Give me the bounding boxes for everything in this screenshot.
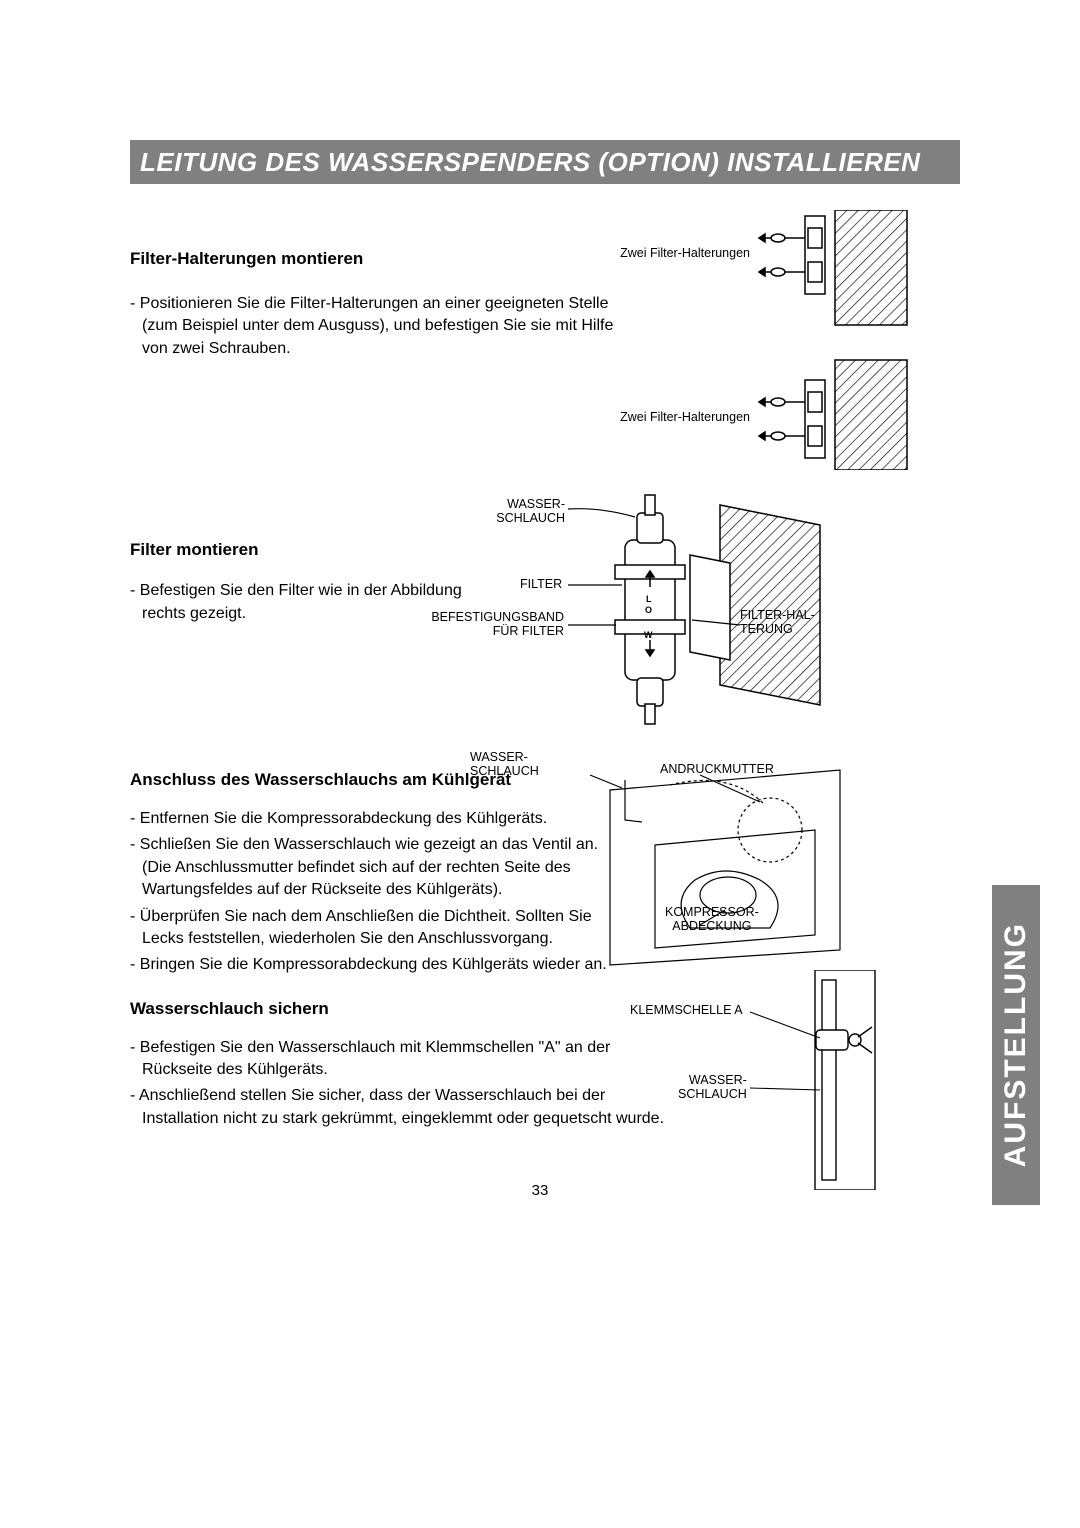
- fig2-l-band: BEFESTIGUNGSBAND FÜR FILTER: [414, 610, 564, 639]
- fig3-l-wasser: WASSER- SCHLAUCH: [470, 750, 539, 779]
- fig4-l-klemm: KLEMMSCHELLE A: [630, 1003, 743, 1017]
- side-tab-label: AUFSTELLUNG: [999, 922, 1033, 1167]
- fig2-l-wasser: WASSER- SCHLAUCH: [490, 497, 565, 526]
- svg-text:W: W: [644, 630, 653, 640]
- svg-text:L: L: [646, 594, 652, 604]
- figure-clamp: KLEMMSCHELLE A WASSER- SCHLAUCH: [620, 970, 920, 1190]
- fig2-l-filter: FILTER: [520, 577, 562, 591]
- sec4-p1: - Befestigen Sie den Wasserschlauch mit …: [130, 1037, 680, 1082]
- fig3-l-komp: KOMPRESSOR- ABDECKUNG: [665, 905, 759, 934]
- page-root: LEITUNG DES WASSERSPENDERS (OPTION) INST…: [0, 0, 1080, 1528]
- figure-halterungen: Zwei Filter-Halterungen Zwei Filter-Halt…: [530, 210, 930, 470]
- fig1-label-top: Zwei Filter-Halterungen: [620, 246, 750, 260]
- sec4-p2: - Anschließend stellen Sie sicher, dass …: [130, 1085, 680, 1130]
- fig2-l-halterung: FILTER-HAL- TERUNG: [740, 608, 815, 637]
- side-tab: AUFSTELLUNG: [992, 885, 1040, 1205]
- page-number: 33: [0, 1182, 1080, 1199]
- svg-text:O: O: [645, 605, 652, 615]
- fig1-label-bottom: Zwei Filter-Halterungen: [620, 410, 750, 424]
- title-bar: LEITUNG DES WASSERSPENDERS (OPTION) INST…: [130, 140, 960, 184]
- sec4-body: - Befestigen Sie den Wasserschlauch mit …: [130, 1037, 680, 1131]
- figure-filter: L O W WASSER- SCHLAUCH FILTER BEFESTIGUN…: [390, 485, 910, 735]
- fig4-l-wasser: WASSER- SCHLAUCH: [678, 1073, 747, 1102]
- figure-anschluss: WASSER- SCHLAUCH ANDRUCKMUTTER KOMPRESSO…: [470, 750, 910, 970]
- page-title: LEITUNG DES WASSERSPENDERS (OPTION) INST…: [140, 147, 920, 178]
- fig3-l-nut: ANDRUCKMUTTER: [660, 762, 774, 776]
